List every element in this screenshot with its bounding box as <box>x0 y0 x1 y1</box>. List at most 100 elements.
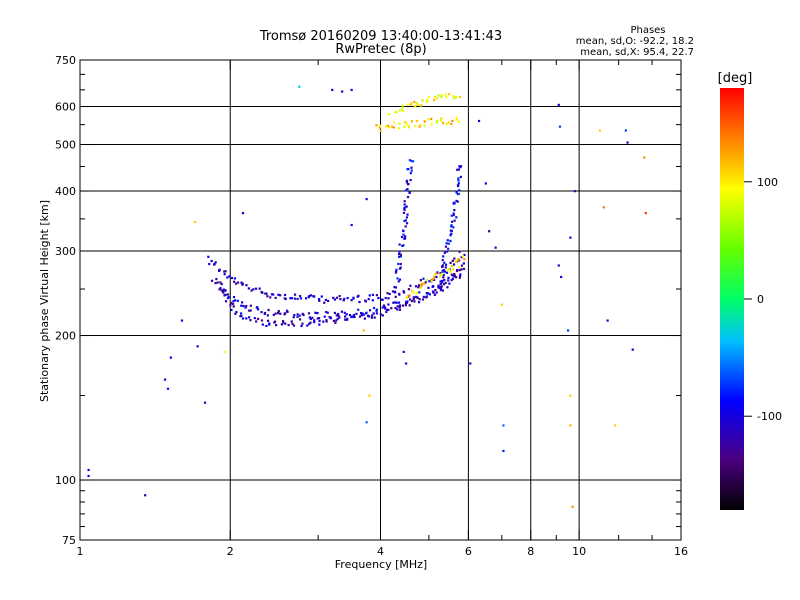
trace-point <box>452 213 455 217</box>
trace-point <box>313 321 316 324</box>
trace-point <box>396 308 399 311</box>
trace-point <box>449 261 452 265</box>
trace-point <box>282 321 285 324</box>
trace-point <box>230 276 234 280</box>
trace-point <box>398 250 401 253</box>
trace-point <box>214 261 217 264</box>
trace-point <box>299 297 303 300</box>
trace-point <box>416 103 419 106</box>
trace-point <box>224 293 227 296</box>
trace-point <box>404 121 407 124</box>
trace-point <box>236 299 239 302</box>
trace-point <box>309 294 312 297</box>
trace-point <box>233 299 237 302</box>
trace-point <box>441 281 444 284</box>
scatter-point <box>87 468 90 472</box>
trace-point <box>280 323 283 326</box>
trace-point <box>324 298 327 302</box>
trace-point <box>455 116 458 119</box>
trace-point <box>419 104 422 107</box>
trace-point <box>455 199 458 203</box>
trace-point <box>220 282 223 286</box>
trace-point <box>407 124 410 127</box>
trace-point <box>313 295 316 298</box>
colorbar-tick-label: 0 <box>757 293 764 306</box>
trace-point <box>437 94 440 97</box>
trace-point <box>397 252 401 256</box>
trace-point <box>273 320 277 323</box>
trace-point <box>292 324 296 327</box>
trace-point <box>462 267 466 270</box>
trace-point <box>266 295 269 298</box>
trace-point <box>385 125 388 128</box>
trace-point <box>373 316 376 319</box>
trace-point <box>216 281 219 284</box>
trace-point <box>395 268 398 271</box>
trace-point <box>231 302 235 306</box>
trace-point <box>360 314 363 317</box>
trace-point <box>406 103 409 106</box>
trace-point <box>396 277 399 280</box>
trace-point <box>387 126 391 129</box>
trace-point <box>279 294 282 297</box>
y-tick-label: 300 <box>55 245 76 258</box>
trace-point <box>403 208 406 212</box>
trace-point <box>440 117 443 120</box>
trace-point <box>458 250 461 253</box>
trace-point <box>395 111 398 114</box>
trace-point <box>394 291 397 294</box>
trace-point <box>306 324 309 327</box>
trace-point <box>249 319 252 322</box>
trace-point <box>443 261 446 264</box>
trace-point <box>293 293 297 296</box>
trace-point <box>460 264 464 267</box>
trace-point <box>381 314 384 317</box>
trace-point <box>364 300 367 303</box>
trace-point <box>258 287 261 290</box>
trace-point <box>414 125 417 128</box>
trace-point <box>458 276 462 279</box>
trace-point <box>293 313 296 317</box>
trace-point <box>301 322 304 325</box>
trace-point <box>426 292 429 295</box>
trace-point <box>249 309 252 312</box>
scatter-point <box>87 474 90 478</box>
trace-point <box>437 284 440 287</box>
trace-point <box>394 286 398 289</box>
trace-point <box>455 96 458 99</box>
trace-point <box>390 307 393 310</box>
trace-point <box>219 287 222 290</box>
trace-point <box>368 294 371 297</box>
chart-subtitle: RwPretec (8p) <box>335 42 426 57</box>
trace-point <box>291 322 294 325</box>
trace-point <box>447 268 451 271</box>
trace-point <box>277 311 280 315</box>
trace-point <box>382 304 386 307</box>
trace-point <box>450 278 453 282</box>
trace-point <box>333 311 336 315</box>
trace-point <box>290 297 293 300</box>
trace-point <box>318 299 321 302</box>
trace-point <box>453 209 456 212</box>
trace-point <box>392 301 395 304</box>
trace-point <box>442 255 445 258</box>
scatter-point <box>644 212 647 215</box>
scatter-point <box>341 90 344 93</box>
colorbar-label: [deg] <box>718 71 753 86</box>
trace-point <box>235 310 238 314</box>
trace-point <box>439 280 442 283</box>
trace-point <box>371 299 374 302</box>
trace-point <box>457 258 460 261</box>
trace-point <box>298 314 301 317</box>
trace-point <box>338 294 341 298</box>
trace-point <box>387 303 390 306</box>
trace-point <box>223 273 226 276</box>
trace-point <box>265 324 268 327</box>
scatter-point <box>469 362 472 365</box>
trace-point <box>346 296 349 300</box>
trace-point <box>290 320 293 323</box>
trace-point <box>344 315 347 318</box>
trace-point <box>388 292 391 296</box>
trace-point <box>317 317 321 320</box>
trace-point <box>332 296 335 299</box>
